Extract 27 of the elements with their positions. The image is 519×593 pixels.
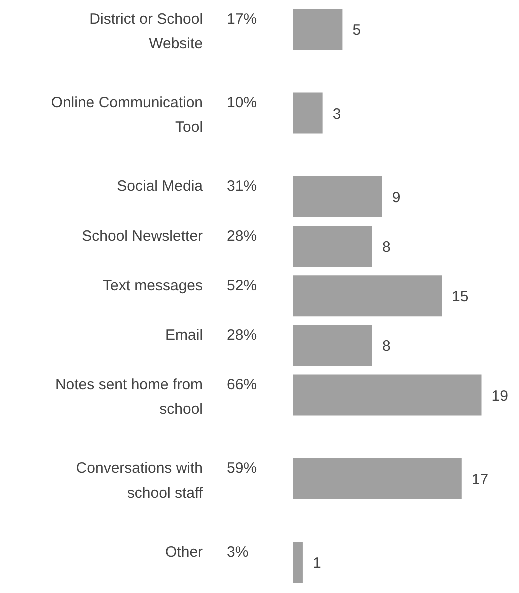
y-tick-label: Text messages bbox=[102, 277, 204, 294]
data-label: 1 bbox=[312, 555, 322, 572]
y-tick-label: Other bbox=[166, 544, 204, 561]
y-tick-label: District or School Website bbox=[90, 10, 204, 52]
text: 66% bbox=[227, 376, 258, 394]
text: 17% bbox=[227, 10, 258, 28]
text: 3% bbox=[227, 544, 249, 561]
data-label: 9 bbox=[392, 190, 401, 207]
text: 28% bbox=[227, 228, 258, 245]
text: 52% bbox=[227, 277, 258, 294]
data-label: 15 bbox=[452, 288, 469, 306]
data-label: 5 bbox=[352, 22, 362, 40]
y-tick-label: Email bbox=[166, 326, 204, 344]
data-label: 19 bbox=[492, 388, 508, 405]
y-tick-label: Online Communication Tool bbox=[51, 94, 204, 136]
text: 31% bbox=[227, 178, 258, 196]
data-label: 8 bbox=[382, 239, 391, 256]
y-tick-label: Social Media bbox=[117, 178, 204, 196]
y-tick-label: School Newsletter bbox=[82, 228, 204, 245]
y-tick-label: Notes sent home from school bbox=[55, 376, 204, 418]
text: 10% bbox=[227, 94, 258, 112]
data-label: 3 bbox=[332, 106, 342, 123]
data-label: 8 bbox=[382, 338, 391, 356]
text: 28% bbox=[227, 326, 258, 344]
text: 59% bbox=[227, 460, 258, 478]
y-tick-label: Conversations with school staff bbox=[76, 460, 204, 502]
data-label: 17 bbox=[472, 472, 489, 488]
